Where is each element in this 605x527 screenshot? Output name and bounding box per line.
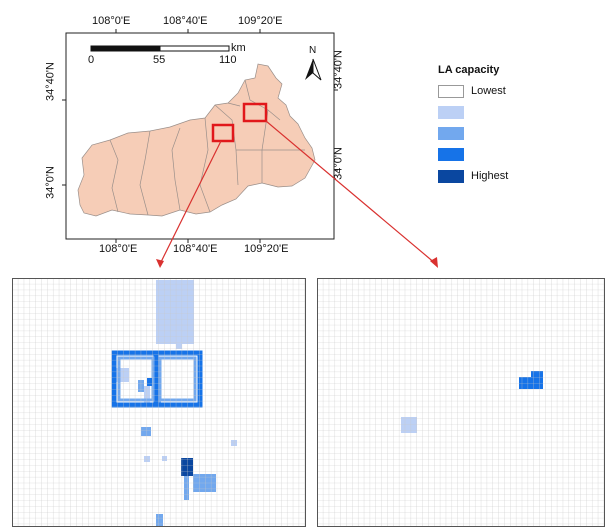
highlight-box-right <box>242 102 268 123</box>
inset-left <box>12 278 306 527</box>
main-map: 108°0'E 108°40'E 109°20'E 108°0'E 108°40… <box>45 15 438 268</box>
bottom-tick-3: 109°20'E <box>244 243 289 255</box>
top-tick-3: 109°20'E <box>238 15 283 27</box>
legend-label-highest: Highest <box>471 170 509 182</box>
highlight-box-left <box>211 123 235 143</box>
bottom-tick-2: 108°40'E <box>173 243 218 255</box>
map-frame <box>62 29 438 268</box>
scale-label-55: 55 <box>153 54 166 66</box>
north-arrow-icon <box>305 58 322 81</box>
study-region <box>77 63 316 217</box>
scale-label-0: 0 <box>88 54 95 66</box>
top-tick-2: 108°40'E <box>163 15 208 27</box>
legend-swatch-5 <box>438 170 464 183</box>
north-label: N <box>309 45 317 56</box>
legend-swatch-2 <box>438 106 464 119</box>
top-tick-1: 108°0'E <box>92 15 131 27</box>
scale-label-110: 110 <box>219 54 237 66</box>
legend-label-lowest: Lowest <box>471 85 506 97</box>
inset-right-grid <box>317 278 605 527</box>
scale-unit: km <box>231 42 246 54</box>
legend: LA capacity Lowest Highest <box>438 60 558 190</box>
legend-swatch-1 <box>438 85 464 98</box>
bottom-tick-1: 108°0'E <box>99 243 138 255</box>
legend-swatch-4 <box>438 148 464 161</box>
scale-bar <box>90 45 230 52</box>
legend-swatch-3 <box>438 127 464 140</box>
inset-left-grid <box>12 278 306 527</box>
inset-right <box>317 278 605 527</box>
legend-title: LA capacity <box>438 64 500 76</box>
region-polygon <box>77 63 316 217</box>
